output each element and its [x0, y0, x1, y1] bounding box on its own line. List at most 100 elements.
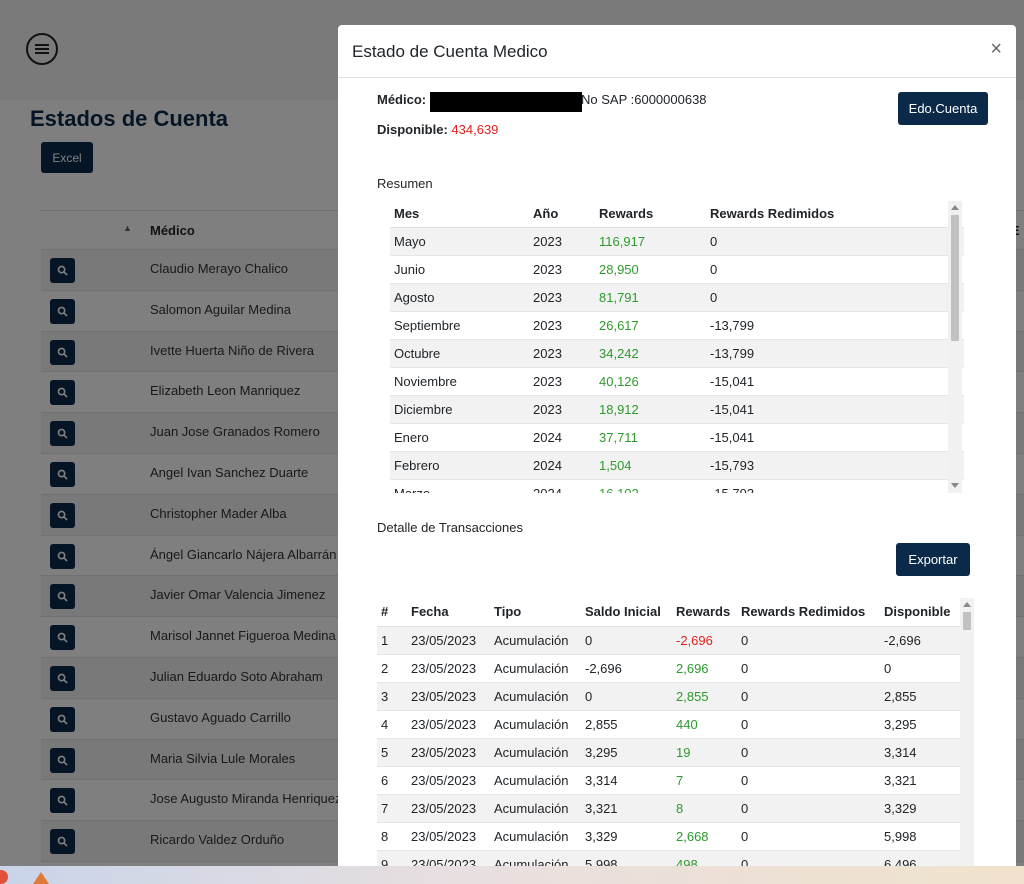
table-cell: 6,496	[880, 850, 963, 866]
edo-cuenta-button[interactable]: Edo.Cuenta	[898, 92, 988, 125]
table-cell: Septiembre	[390, 311, 529, 340]
detalle-column-header: Fecha	[407, 598, 490, 627]
table-cell: 19	[672, 738, 737, 767]
resumen-scrollbar[interactable]	[948, 201, 962, 493]
table-cell: -15,793	[706, 479, 964, 493]
detalle-column-header: Rewards Redimidos	[737, 598, 880, 627]
sap-number: No SAP :6000000638	[581, 92, 707, 107]
table-cell: 16,102	[595, 479, 706, 493]
table-cell: 23/05/2023	[407, 738, 490, 767]
detalle-table-container: # Fecha Tipo Saldo Inicial Rewards Rewards Re…	[377, 598, 963, 866]
table-cell: 3,321	[581, 794, 672, 823]
table-cell: 2023	[529, 395, 595, 424]
table-cell: 3,295	[581, 738, 672, 767]
table-cell: Junio	[390, 255, 529, 284]
close-icon[interactable]: ×	[990, 38, 1002, 60]
resumen-header-row: Mes Año Rewards Rewards Redimidos	[390, 201, 964, 228]
table-cell: 3,314	[880, 738, 963, 767]
table-cell: 7	[672, 766, 737, 795]
table-cell: 2024	[529, 479, 595, 493]
table-cell: Acumulación	[490, 710, 581, 739]
disponible-value: 434,639	[451, 122, 499, 137]
table-cell: 0	[737, 738, 880, 767]
taskbar-app-icon[interactable]	[33, 872, 49, 884]
table-cell: 5,998	[880, 822, 963, 851]
scroll-thumb[interactable]	[951, 215, 959, 341]
table-cell: 81,791	[595, 283, 706, 312]
table-cell: 2023	[529, 311, 595, 340]
table-cell: 37,711	[595, 423, 706, 452]
table-row: Marzo 2024 16,102 -15,793	[390, 479, 964, 493]
taskbar-app-icon[interactable]	[0, 870, 8, 884]
table-row: 9 23/05/2023 Acumulación 5,998 498 0 6,496	[377, 850, 963, 866]
table-cell: -2,696	[581, 654, 672, 683]
detalle-header-row: # Fecha Tipo Saldo Inicial Rewards Rewards Re…	[377, 598, 963, 627]
table-cell: 23/05/2023	[407, 766, 490, 795]
table-row: Junio 2023 28,950 0	[390, 255, 964, 284]
table-cell: 9	[377, 850, 407, 866]
detalle-scrollbar[interactable]	[960, 598, 974, 866]
table-cell: 18,912	[595, 395, 706, 424]
table-cell: 40,126	[595, 367, 706, 396]
table-cell: 23/05/2023	[407, 850, 490, 866]
table-cell: 8	[672, 794, 737, 823]
table-cell: 0	[581, 682, 672, 711]
modal-header: Estado de Cuenta Medico ×	[338, 25, 1016, 78]
table-row: Mayo 2023 116,917 0	[390, 227, 964, 256]
exportar-button[interactable]: Exportar	[896, 543, 970, 576]
table-cell: 2023	[529, 227, 595, 256]
table-cell: Febrero	[390, 451, 529, 480]
table-row: 1 23/05/2023 Acumulación 0 -2,696 0 -2,696	[377, 626, 963, 655]
table-cell: 2024	[529, 423, 595, 452]
table-cell: 0	[880, 654, 963, 683]
resumen-table-container: Mes Año Rewards Rewards Redimidos Mayo 2023 1…	[390, 201, 964, 493]
table-cell: 2,855	[672, 682, 737, 711]
detalle-column-header: Tipo	[490, 598, 581, 627]
table-cell: 3,321	[880, 766, 963, 795]
table-cell: 0	[737, 654, 880, 683]
table-row: 3 23/05/2023 Acumulación 0 2,855 0 2,855	[377, 682, 963, 711]
table-cell: -2,696	[880, 626, 963, 655]
scroll-up-icon[interactable]	[951, 205, 959, 210]
table-cell: Acumulación	[490, 738, 581, 767]
table-row: 6 23/05/2023 Acumulación 3,314 7 0 3,321	[377, 766, 963, 795]
table-cell: 3,329	[581, 822, 672, 851]
table-cell: -13,799	[706, 311, 964, 340]
table-cell: 116,917	[595, 227, 706, 256]
table-cell: 0	[706, 227, 964, 256]
table-cell: Acumulación	[490, 626, 581, 655]
table-row: 2 23/05/2023 Acumulación -2,696 2,696 0 0	[377, 654, 963, 683]
table-row: 4 23/05/2023 Acumulación 2,855 440 0 3,295	[377, 710, 963, 739]
table-row: Enero 2024 37,711 -15,041	[390, 423, 964, 452]
resumen-column-header: Rewards Redimidos	[706, 201, 964, 228]
resumen-column-header: Mes	[390, 201, 529, 228]
disponible-label: Disponible:	[377, 122, 448, 137]
table-cell: 6	[377, 766, 407, 795]
table-cell: 23/05/2023	[407, 794, 490, 823]
table-cell: 0	[581, 626, 672, 655]
table-row: Noviembre 2023 40,126 -15,041	[390, 367, 964, 396]
scroll-down-icon[interactable]	[951, 483, 959, 488]
table-row: Septiembre 2023 26,617 -13,799	[390, 311, 964, 340]
detalle-column-header: Rewards	[672, 598, 737, 627]
table-cell: 1	[377, 626, 407, 655]
table-cell: 8	[377, 822, 407, 851]
scroll-up-icon[interactable]	[963, 602, 971, 607]
table-cell: 0	[737, 682, 880, 711]
table-cell: 5,998	[581, 850, 672, 866]
table-cell: 2023	[529, 283, 595, 312]
table-row: 8 23/05/2023 Acumulación 3,329 2,668 0 5,998	[377, 822, 963, 851]
scroll-thumb[interactable]	[963, 612, 971, 630]
resumen-body: Mayo 2023 116,917 0 Junio 2023 28,950 0 Agosto 20…	[390, 227, 964, 493]
table-cell: 23/05/2023	[407, 682, 490, 711]
table-cell: Acumulación	[490, 654, 581, 683]
table-cell: 2	[377, 654, 407, 683]
resumen-column-header: Rewards	[595, 201, 706, 228]
table-row: Agosto 2023 81,791 0	[390, 283, 964, 312]
table-cell: 0	[737, 710, 880, 739]
table-cell: 2,696	[672, 654, 737, 683]
table-cell: -13,799	[706, 339, 964, 368]
table-cell: Marzo	[390, 479, 529, 493]
taskbar	[0, 866, 1024, 884]
medico-label: Médico:	[377, 92, 427, 107]
